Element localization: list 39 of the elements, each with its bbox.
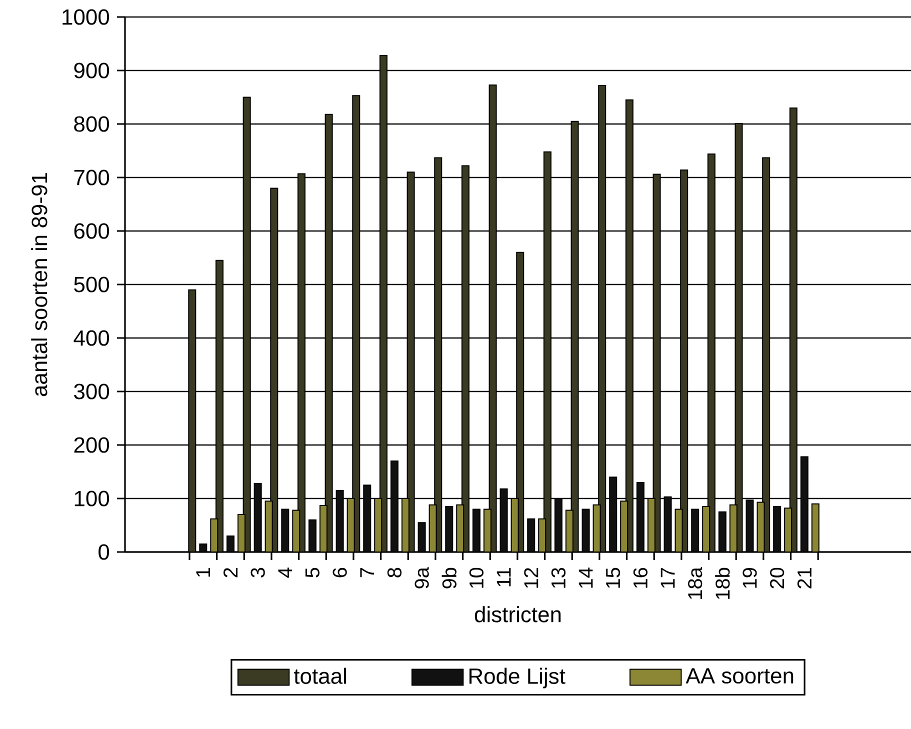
y-tick-label: 800 bbox=[74, 116, 110, 132]
x-tick-label: 18b bbox=[715, 568, 730, 599]
x-tick-label: 3 bbox=[250, 568, 265, 578]
x-tick-label: 16 bbox=[633, 568, 648, 588]
x-tick-label: 9b bbox=[442, 568, 456, 588]
x-tick-label: 21 bbox=[797, 568, 812, 588]
x-tick-label: 2 bbox=[224, 568, 238, 578]
x-tick-label: 7 bbox=[360, 568, 374, 578]
x-tick-label: 9a bbox=[414, 567, 429, 588]
y-tick-label: 900 bbox=[74, 62, 110, 78]
x-tick-label: 5 bbox=[305, 568, 320, 578]
x-tick-label: 6 bbox=[332, 568, 347, 578]
y-tick-label: 200 bbox=[74, 437, 110, 453]
x-tick-label: 15 bbox=[606, 568, 620, 588]
x-tick-label: 17 bbox=[660, 568, 675, 588]
y-tick-label: 0 bbox=[98, 544, 110, 560]
y-tick-label: 100 bbox=[74, 490, 110, 506]
x-tick-label: 20 bbox=[770, 568, 784, 588]
y-tick-label: 1000 bbox=[62, 9, 110, 25]
x-tick-label: 18a bbox=[688, 567, 702, 599]
x-tick-label: 4 bbox=[278, 568, 292, 578]
x-tick-label: 12 bbox=[524, 568, 538, 588]
x-axis-title: districten bbox=[474, 606, 561, 622]
y-tick-label: 600 bbox=[74, 223, 110, 239]
x-tick-label: 19 bbox=[742, 568, 757, 588]
x-tick-label: 8 bbox=[387, 568, 402, 578]
y-tick-label: 400 bbox=[74, 330, 110, 346]
y-tick-label: 700 bbox=[74, 170, 110, 186]
y-tick-label: 300 bbox=[74, 384, 110, 400]
x-tick-label: 1 bbox=[196, 568, 210, 577]
y-tick-label: 500 bbox=[74, 276, 110, 292]
legend-label: Rode Lijst bbox=[470, 668, 566, 688]
y-axis-title: aantal soorten in 89-91 bbox=[31, 173, 48, 396]
legend-label: totaal bbox=[294, 668, 346, 684]
legend-label: AA soorten bbox=[686, 668, 794, 684]
x-tick-label: 10 bbox=[469, 568, 484, 588]
x-tick-label: 13 bbox=[551, 568, 566, 588]
x-tick-label: 11 bbox=[496, 568, 511, 586]
x-tick-label: 14 bbox=[578, 568, 593, 588]
